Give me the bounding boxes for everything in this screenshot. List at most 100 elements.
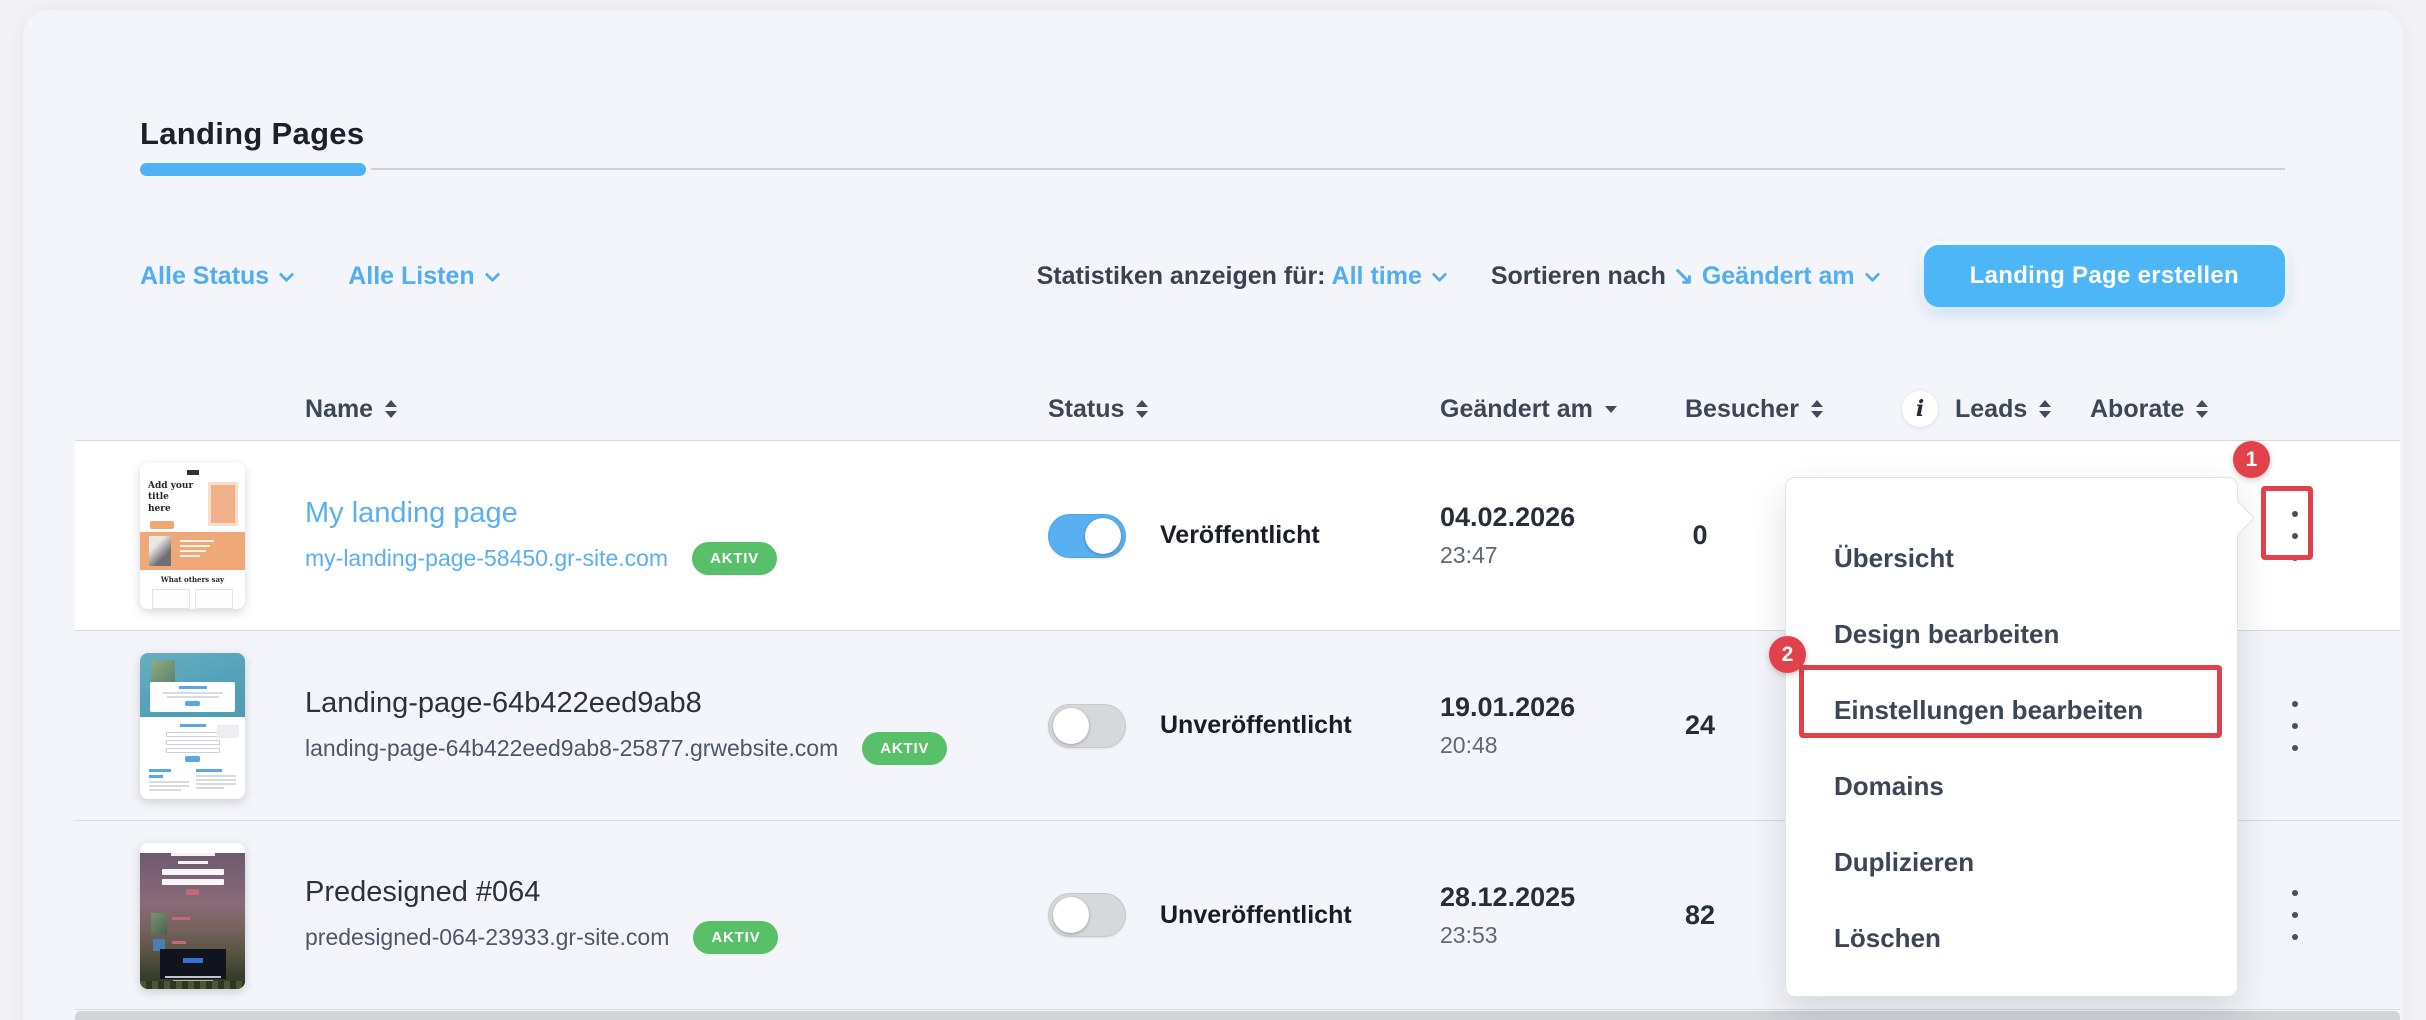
column-header-leads[interactable]: Leads [1955, 380, 2052, 438]
toggle-knob [1053, 897, 1089, 933]
table-row: Landing-page-64b422eed9ab8 landing-page-… [75, 630, 2400, 820]
sort-value: Geändert am [1701, 262, 1855, 290]
leads-info-icon[interactable]: i [1902, 391, 1938, 427]
column-label: Geändert am [1440, 394, 1593, 423]
status-filter-label: Alle Status [140, 261, 270, 290]
stats-range-dropdown[interactable]: All time [1331, 261, 1448, 290]
row-actions-menu: Übersicht Design bearbeiten Einstellunge… [1785, 477, 2255, 997]
sort-group: Sortieren nach ↘ Geändert am [1491, 261, 1880, 291]
landing-page-thumbnail[interactable] [140, 653, 245, 799]
publish-toggle[interactable] [1048, 703, 1126, 748]
thumbnail-art [140, 653, 245, 717]
title-divider [140, 168, 2285, 170]
title-underline [140, 163, 2285, 176]
column-header-name[interactable]: Name [305, 380, 398, 438]
modified-date: 28.12.2025 [1440, 881, 1576, 912]
status-badge: AKTIV [692, 541, 778, 575]
modified-time: 23:47 [1440, 542, 1498, 568]
column-header-status[interactable]: Status [1048, 380, 1149, 438]
publish-toggle[interactable] [1048, 893, 1126, 937]
name-cell: My landing page my-landing-page-58450.gr… [305, 441, 778, 630]
status-badge: AKTIV [693, 921, 779, 954]
landing-page-thumbnail[interactable] [140, 843, 245, 989]
kebab-dot [2292, 554, 2298, 561]
stats-range-group: Statistiken anzeigen für: All time [1036, 261, 1448, 291]
landing-page-thumbnail[interactable]: Add your title here What others say [140, 463, 245, 609]
modified-time: 23:53 [1440, 921, 1498, 948]
toggle-knob [1085, 517, 1121, 554]
sort-dropdown[interactable]: ↘ Geändert am [1672, 262, 1880, 290]
modified-date: 19.01.2026 [1440, 692, 1576, 722]
publish-status-label: Unveröffentlicht [1160, 900, 1352, 929]
menu-item-edit-settings[interactable]: Einstellungen bearbeiten [1834, 694, 2144, 725]
visitors-count: 82 [1684, 899, 1716, 930]
kebab-dot [2292, 532, 2298, 539]
status-badge: AKTIV [862, 731, 948, 765]
sort-both-icon [385, 400, 398, 418]
row-actions-kebab-button[interactable] [2265, 441, 2325, 630]
sort-desc-icon [1604, 405, 1617, 413]
column-label: Aborate [2090, 394, 2185, 423]
menu-item-overview[interactable]: Übersicht [1834, 542, 1954, 573]
menu-item-delete[interactable]: Löschen [1834, 922, 1941, 953]
chevron-down-icon [1431, 266, 1448, 282]
kebab-dot [2292, 890, 2298, 896]
kebab-dot [2292, 934, 2298, 940]
status-filter-dropdown[interactable]: Alle Status [140, 261, 295, 291]
visitors-count: 0 [1692, 520, 1708, 550]
modified-time: 20:48 [1440, 732, 1498, 758]
toggle-knob [1053, 707, 1089, 744]
landing-page-url-link[interactable]: my-landing-page-58450.gr-site.com [305, 544, 669, 571]
menu-item-duplicate[interactable]: Duplizieren [1834, 846, 1975, 877]
landing-page-name-link[interactable]: My landing page [305, 496, 518, 529]
column-header-aborate[interactable]: Aborate [2090, 380, 2209, 438]
status-cell: Unveröffentlicht [1048, 821, 1352, 1009]
table-header: Name Status Geändert am Besucher i Leads… [75, 380, 2400, 438]
column-header-modified[interactable]: Geändert am [1440, 380, 1617, 438]
status-cell: Unveröffentlicht [1048, 631, 1352, 820]
landing-page-name-link[interactable]: Predesigned #064 [305, 876, 541, 908]
column-label: Leads [1955, 394, 2028, 423]
kebab-dot [2292, 744, 2298, 751]
column-header-visitors[interactable]: Besucher [1685, 380, 1823, 438]
kebab-dot [2292, 912, 2298, 918]
page-title: Landing Pages [140, 116, 365, 151]
menu-item-domains[interactable]: Domains [1834, 770, 1944, 801]
landing-page-url[interactable]: predesigned-064-23933.gr-site.com [305, 924, 670, 950]
thumbnail-caption-text: What others say [160, 575, 225, 584]
row-actions-kebab-button[interactable] [2265, 631, 2325, 820]
row-actions-kebab-button[interactable] [2265, 821, 2325, 1009]
stats-range-label: Statistiken anzeigen für: [1036, 261, 1326, 290]
column-label: Status [1048, 394, 1125, 423]
modified-cell: 19.01.2026 20:48 [1440, 631, 1575, 820]
publish-status-label: Unveröffentlicht [1160, 711, 1352, 739]
modified-date: 04.02.2026 [1440, 502, 1576, 532]
modified-cell: 04.02.2026 23:47 [1440, 441, 1575, 630]
chevron-down-icon [1864, 266, 1880, 283]
name-cell: Landing-page-64b422eed9ab8 landing-page-… [305, 631, 948, 820]
sort-both-icon [2196, 400, 2209, 418]
filter-bar: Alle Status Alle Listen Statistiken anze… [140, 244, 2285, 308]
list-filter-label: Alle Listen [348, 261, 475, 290]
sort-direction-icon: ↘ [1672, 262, 1694, 290]
column-label: Name [305, 394, 374, 423]
kebab-dot [2292, 722, 2298, 729]
publish-toggle[interactable] [1048, 513, 1126, 558]
title-accent-bar [140, 163, 366, 176]
horizontal-scrollbar[interactable] [75, 1011, 2400, 1020]
publish-status-label: Veröffentlicht [1160, 521, 1320, 549]
thumbnail-title-text: Add your title here [148, 481, 194, 514]
name-cell: Predesigned #064 predesigned-064-23933.g… [305, 821, 779, 1009]
chevron-down-icon [484, 266, 500, 282]
sort-both-icon [1810, 400, 1823, 418]
landing-page-name-link[interactable]: Landing-page-64b422eed9ab8 [305, 686, 702, 719]
kebab-dot [2292, 700, 2298, 707]
create-landing-page-button[interactable]: Landing Page erstellen [1923, 245, 2285, 307]
list-filter-dropdown[interactable]: Alle Listen [348, 261, 500, 291]
menu-item-edit-design[interactable]: Design bearbeiten [1834, 618, 2060, 649]
stats-range-value: All time [1331, 261, 1422, 290]
thumbnail-art: Add your title here [140, 470, 245, 532]
landing-page-url[interactable]: landing-page-64b422eed9ab8-25877.grwebsi… [305, 734, 839, 761]
thumbnail-art [140, 853, 245, 989]
sort-both-icon [1136, 400, 1149, 418]
